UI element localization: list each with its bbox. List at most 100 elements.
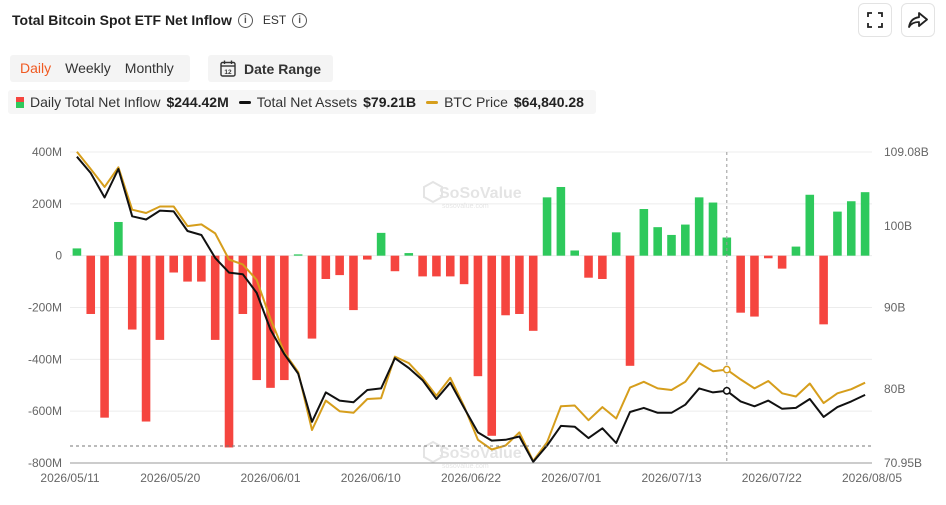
legend-price[interactable]: BTC Price $64,840.28 xyxy=(426,94,584,110)
inflow-bar xyxy=(722,237,732,256)
inflow-bar xyxy=(501,255,510,316)
expand-button[interactable] xyxy=(858,3,892,37)
inflow-bar xyxy=(307,255,317,339)
inflow-bar xyxy=(791,246,801,256)
inflow-bar xyxy=(681,224,690,256)
inflow-bar xyxy=(390,255,400,272)
inflow-bar xyxy=(224,255,234,448)
left-tick-label: -800M xyxy=(28,456,62,470)
watermark-text: SoSoValue xyxy=(439,445,522,462)
legend-assets[interactable]: Total Net Assets $79.21B xyxy=(238,94,416,110)
timezone-label: EST xyxy=(262,13,287,27)
legend-inflow[interactable]: Daily Total Net Inflow $244.42M xyxy=(16,94,229,110)
inflow-bar xyxy=(141,255,151,422)
assets-swatch xyxy=(238,100,251,104)
inflow-bar xyxy=(833,211,842,256)
price-swatch xyxy=(426,100,439,104)
inflow-bar xyxy=(473,255,483,377)
right-tick-label: 70.95B xyxy=(884,456,922,470)
inflow-bar xyxy=(321,255,331,279)
price-marker xyxy=(722,365,731,374)
inflow-bar xyxy=(252,255,261,381)
inflow-bar xyxy=(335,255,344,276)
inflow-bar xyxy=(611,232,621,256)
inflow-bar xyxy=(72,248,82,256)
period-tabs: Daily Weekly Monthly xyxy=(10,55,190,82)
x-tick-label: 2026/05/11 xyxy=(40,471,99,485)
inflow-bar xyxy=(860,192,870,256)
x-tick-label: 2026/07/22 xyxy=(742,471,802,485)
inflow-bar xyxy=(819,255,828,325)
inflow-bar xyxy=(349,255,358,311)
legend-price-value: $64,840.28 xyxy=(513,94,584,110)
legend-price-label: BTC Price xyxy=(444,94,508,110)
left-tick-label: -600M xyxy=(28,404,62,418)
tab-monthly[interactable]: Monthly xyxy=(124,60,174,76)
watermark-logo-icon xyxy=(423,440,443,464)
inflow-bar xyxy=(487,255,497,436)
inflow-bar xyxy=(404,253,414,256)
inflow-bar xyxy=(432,255,441,277)
inflow-bar xyxy=(598,255,607,279)
left-tick-label: -400M xyxy=(28,352,62,366)
inflow-bar xyxy=(694,197,704,256)
inflow-bar xyxy=(653,227,662,256)
inflow-bar xyxy=(266,255,275,388)
svg-text:12: 12 xyxy=(224,69,232,76)
inflow-bar xyxy=(155,255,165,340)
legend-assets-label: Total Net Assets xyxy=(256,94,358,110)
inflow-bar xyxy=(445,255,455,277)
x-tick-label: 2026/06/01 xyxy=(240,471,300,485)
inflow-bar xyxy=(100,255,109,418)
tab-daily[interactable]: Daily xyxy=(20,60,52,76)
x-tick-label: 2026/07/13 xyxy=(641,471,701,485)
inflow-bar xyxy=(363,255,372,260)
inflow-bar xyxy=(805,194,815,256)
inflow-bar xyxy=(86,255,96,314)
share-button[interactable] xyxy=(901,3,935,37)
info-icon[interactable]: i xyxy=(237,12,253,28)
expand-icon xyxy=(867,12,883,28)
info-icon[interactable]: i xyxy=(292,12,308,28)
left-tick-label: 400M xyxy=(32,145,62,159)
inflow-bar xyxy=(169,255,178,273)
legend-inflow-label: Daily Total Net Inflow xyxy=(30,94,161,110)
inflow-bar xyxy=(197,255,206,282)
inflow-bar xyxy=(846,201,856,256)
inflow-bar xyxy=(542,197,552,256)
watermark-logo-icon xyxy=(423,180,443,204)
left-tick-label: 200M xyxy=(32,197,62,211)
btc-price-line xyxy=(76,151,866,462)
inflow-bar xyxy=(459,255,469,285)
inflow-bar xyxy=(570,250,579,256)
inflow-bar xyxy=(528,255,538,331)
page-title: Total Bitcoin Spot ETF Net Inflow xyxy=(12,12,232,28)
inflow-bar xyxy=(376,232,386,256)
inflow-bar xyxy=(183,255,192,282)
inflow-bar xyxy=(127,255,137,330)
inflow-bar xyxy=(667,234,676,256)
inflow-bar xyxy=(750,255,759,317)
watermark-subtext: sosovalue.com xyxy=(442,203,489,210)
inflow-swatch xyxy=(16,96,24,108)
calendar-icon: 12 xyxy=(220,60,236,77)
inflow-bar xyxy=(736,255,745,313)
right-tick-label: 80B xyxy=(884,382,905,396)
right-tick-label: 109.08B xyxy=(884,145,929,159)
assets-marker xyxy=(722,386,731,395)
x-tick-label: 2026/05/20 xyxy=(140,471,200,485)
watermark-subtext: sosovalue.com xyxy=(442,463,489,470)
right-tick-label: 90B xyxy=(884,301,905,315)
x-tick-label: 2026/07/01 xyxy=(541,471,601,485)
tab-weekly[interactable]: Weekly xyxy=(65,60,111,76)
date-range-button[interactable]: 12 Date Range xyxy=(208,55,334,82)
legend-inflow-value: $244.42M xyxy=(166,94,229,110)
inflow-bar xyxy=(764,255,773,259)
inflow-bar xyxy=(293,254,303,256)
inflow-bar xyxy=(280,255,289,381)
inflow-bar xyxy=(418,255,427,277)
left-tick-label: 0 xyxy=(55,249,62,263)
